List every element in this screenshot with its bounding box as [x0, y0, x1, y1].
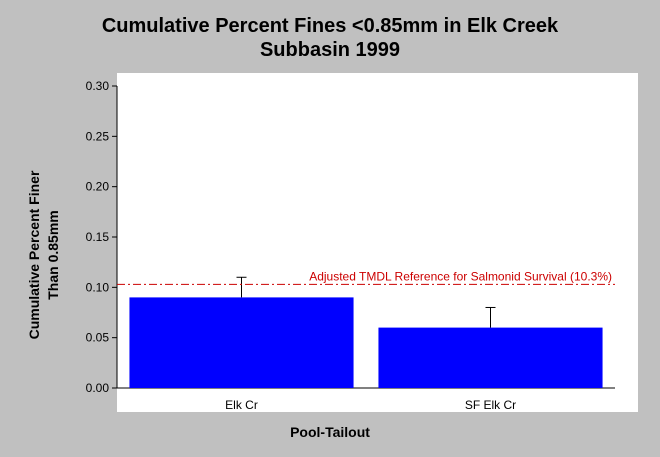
- reference-line-label: Adjusted TMDL Reference for Salmonid Sur…: [309, 269, 612, 283]
- y-tick-label: 0.00: [86, 381, 110, 395]
- x-tick-label: Elk Cr: [225, 398, 258, 412]
- y-tick-label: 0.20: [86, 180, 110, 194]
- chart-title: Cumulative Percent Fines <0.85mm in Elk …: [0, 14, 660, 62]
- x-axis-label: Pool-Tailout: [290, 424, 370, 440]
- y-tick-label: 0.15: [86, 230, 110, 244]
- bar: [129, 297, 354, 388]
- chart-title-line-2: Subbasin 1999: [259, 39, 401, 61]
- x-tick-label: SF Elk Cr: [465, 398, 516, 412]
- y-tick-label: 0.25: [86, 129, 110, 143]
- chart-title-line-1: Cumulative Percent Fines <0.85mm in Elk …: [101, 15, 559, 37]
- bar: [378, 327, 603, 388]
- y-tick-label: 0.05: [86, 331, 110, 345]
- y-tick-label: 0.30: [86, 79, 110, 93]
- y-tick-label: 0.10: [86, 280, 110, 294]
